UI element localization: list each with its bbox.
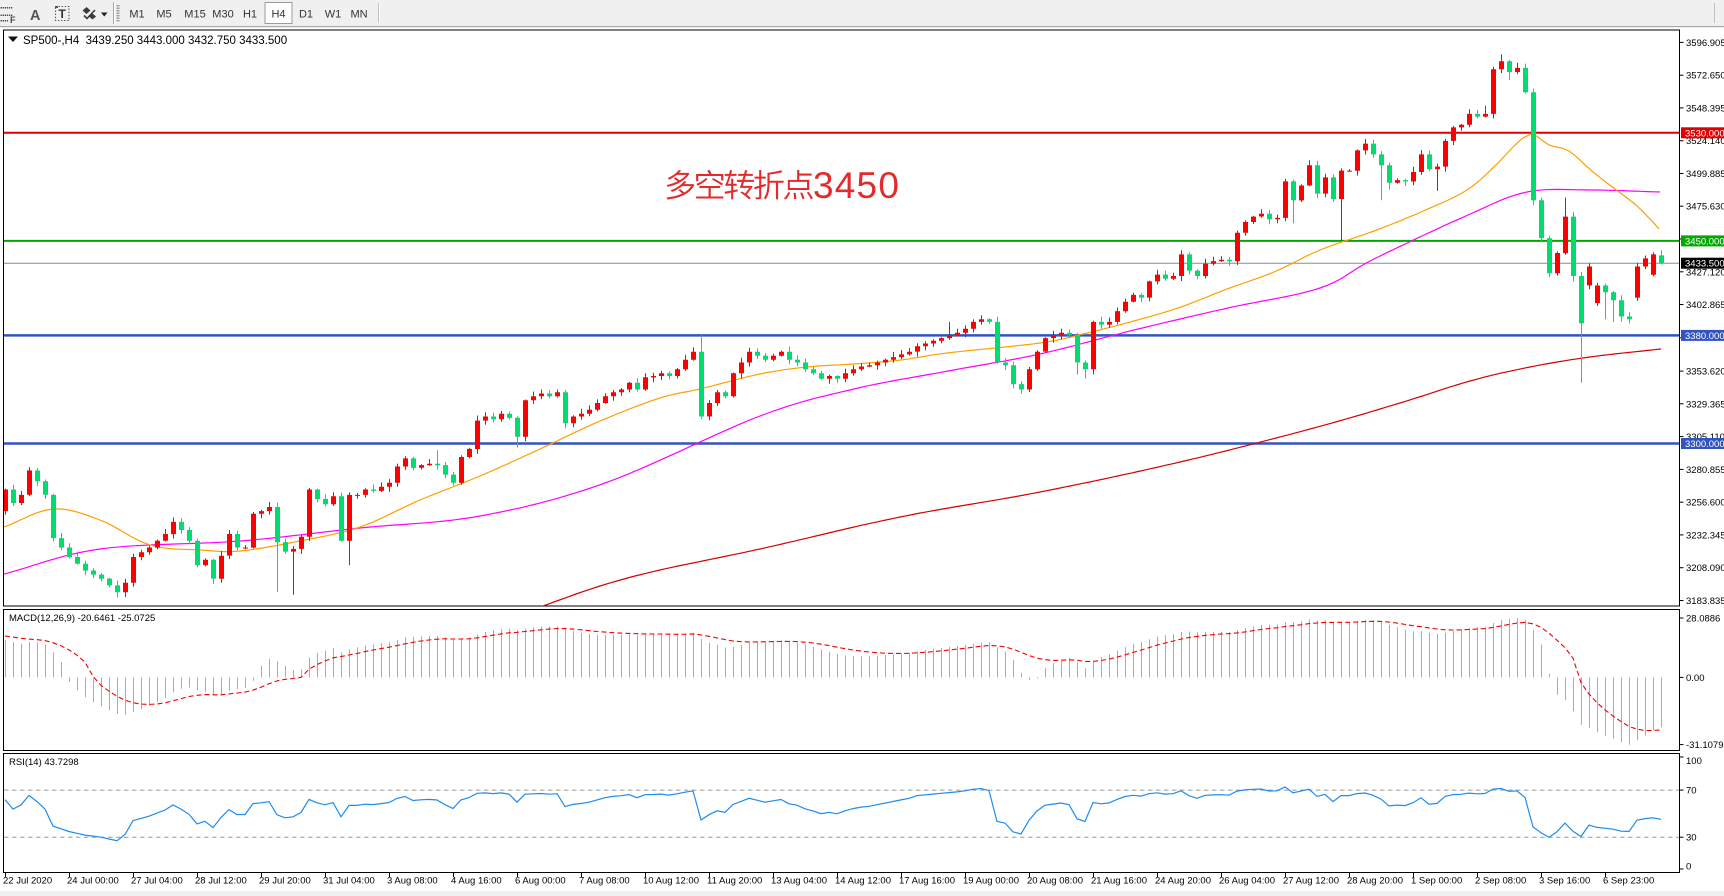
svg-text:10 Aug 12:00: 10 Aug 12:00 [643, 876, 699, 887]
svg-text:3450: 3450 [813, 165, 900, 206]
svg-text:3572.650: 3572.650 [1686, 71, 1724, 82]
svg-text:11 Aug 20:00: 11 Aug 20:00 [707, 876, 762, 887]
svg-text:W1: W1 [325, 9, 342, 21]
svg-text:27 Aug 12:00: 27 Aug 12:00 [1283, 876, 1339, 887]
svg-text:21 Aug 16:00: 21 Aug 16:00 [1091, 876, 1147, 887]
svg-text:3530.000: 3530.000 [1685, 128, 1724, 139]
svg-text:6 Aug 00:00: 6 Aug 00:00 [515, 876, 566, 887]
svg-text:28 Jul 12:00: 28 Jul 12:00 [195, 876, 247, 887]
svg-text:3353.620: 3353.620 [1686, 367, 1724, 378]
svg-text:3305.110: 3305.110 [1686, 432, 1724, 443]
svg-text:-31.1079: -31.1079 [1686, 740, 1724, 751]
svg-text:13 Aug 04:00: 13 Aug 04:00 [771, 876, 827, 887]
svg-text:4 Aug 16:00: 4 Aug 16:00 [451, 876, 502, 887]
svg-text:3450.000: 3450.000 [1685, 236, 1724, 247]
svg-text:3232.345: 3232.345 [1686, 530, 1724, 541]
svg-text:7 Aug 08:00: 7 Aug 08:00 [579, 876, 630, 887]
svg-text:28 Aug 20:00: 28 Aug 20:00 [1347, 876, 1403, 887]
svg-text:19 Aug 00:00: 19 Aug 00:00 [963, 876, 1019, 887]
svg-text:3548.395: 3548.395 [1686, 103, 1724, 114]
svg-text:A: A [30, 8, 41, 24]
svg-text:3433.500: 3433.500 [1685, 259, 1724, 270]
svg-text:3300.000: 3300.000 [1685, 439, 1724, 450]
svg-text:31 Jul 04:00: 31 Jul 04:00 [323, 876, 375, 887]
svg-text:3256.600: 3256.600 [1686, 498, 1724, 509]
svg-text:3427.120: 3427.120 [1686, 267, 1724, 278]
svg-text:29 Jul 20:00: 29 Jul 20:00 [259, 876, 311, 887]
svg-text:M15: M15 [184, 9, 205, 21]
svg-text:MN: MN [350, 9, 367, 21]
svg-text:3475.630: 3475.630 [1686, 202, 1724, 213]
svg-text:27 Jul 04:00: 27 Jul 04:00 [131, 876, 183, 887]
svg-text:100: 100 [1686, 756, 1702, 767]
svg-text:3402.865: 3402.865 [1686, 300, 1724, 311]
svg-text:6 Sep 23:00: 6 Sep 23:00 [1603, 876, 1654, 887]
svg-text:17 Aug 16:00: 17 Aug 16:00 [899, 876, 955, 887]
svg-text:D1: D1 [299, 9, 313, 21]
svg-text:20 Aug 08:00: 20 Aug 08:00 [1027, 876, 1083, 887]
svg-text:F: F [10, 15, 16, 25]
svg-text:H1: H1 [243, 9, 257, 21]
svg-text:MACD(12,26,9) -20.6461 -25.072: MACD(12,26,9) -20.6461 -25.0725 [9, 613, 155, 624]
svg-text:3329.365: 3329.365 [1686, 399, 1724, 410]
svg-text:3208.090: 3208.090 [1686, 563, 1724, 574]
svg-text:1 Sep 00:00: 1 Sep 00:00 [1411, 876, 1462, 887]
svg-text:2 Sep 08:00: 2 Sep 08:00 [1475, 876, 1526, 887]
svg-text:RSI(14) 43.7298: RSI(14) 43.7298 [9, 757, 79, 768]
svg-text:3499.885: 3499.885 [1686, 169, 1724, 180]
svg-text:22 Jul 2020: 22 Jul 2020 [3, 876, 52, 887]
svg-text:3 Sep 16:00: 3 Sep 16:00 [1539, 876, 1590, 887]
svg-text:14 Aug 12:00: 14 Aug 12:00 [835, 876, 891, 887]
svg-text:24 Jul 00:00: 24 Jul 00:00 [67, 876, 119, 887]
svg-text:3280.855: 3280.855 [1686, 465, 1724, 476]
svg-text:30: 30 [1686, 833, 1697, 844]
svg-text:3183.835: 3183.835 [1686, 596, 1724, 607]
svg-text:0.00: 0.00 [1686, 673, 1705, 684]
svg-text:SP500-,H4 3439.250 3443.000 3: SP500-,H4 3439.250 3443.000 3432.750 343… [23, 35, 287, 47]
svg-text:3380.000: 3380.000 [1685, 331, 1724, 342]
svg-text:H4: H4 [271, 9, 285, 21]
svg-text:M1: M1 [129, 9, 144, 21]
svg-text:3 Aug 08:00: 3 Aug 08:00 [387, 876, 438, 887]
svg-text:26 Aug 04:00: 26 Aug 04:00 [1219, 876, 1275, 887]
svg-text:M5: M5 [156, 9, 171, 21]
svg-text:M30: M30 [212, 9, 233, 21]
svg-text:T: T [59, 7, 67, 21]
svg-text:3596.905: 3596.905 [1686, 38, 1724, 49]
svg-text:70: 70 [1686, 786, 1697, 797]
svg-text:28.0886: 28.0886 [1686, 614, 1720, 625]
svg-text:24 Aug 20:00: 24 Aug 20:00 [1155, 876, 1211, 887]
svg-text:0: 0 [1686, 862, 1691, 873]
svg-text:3524.140: 3524.140 [1686, 136, 1724, 147]
